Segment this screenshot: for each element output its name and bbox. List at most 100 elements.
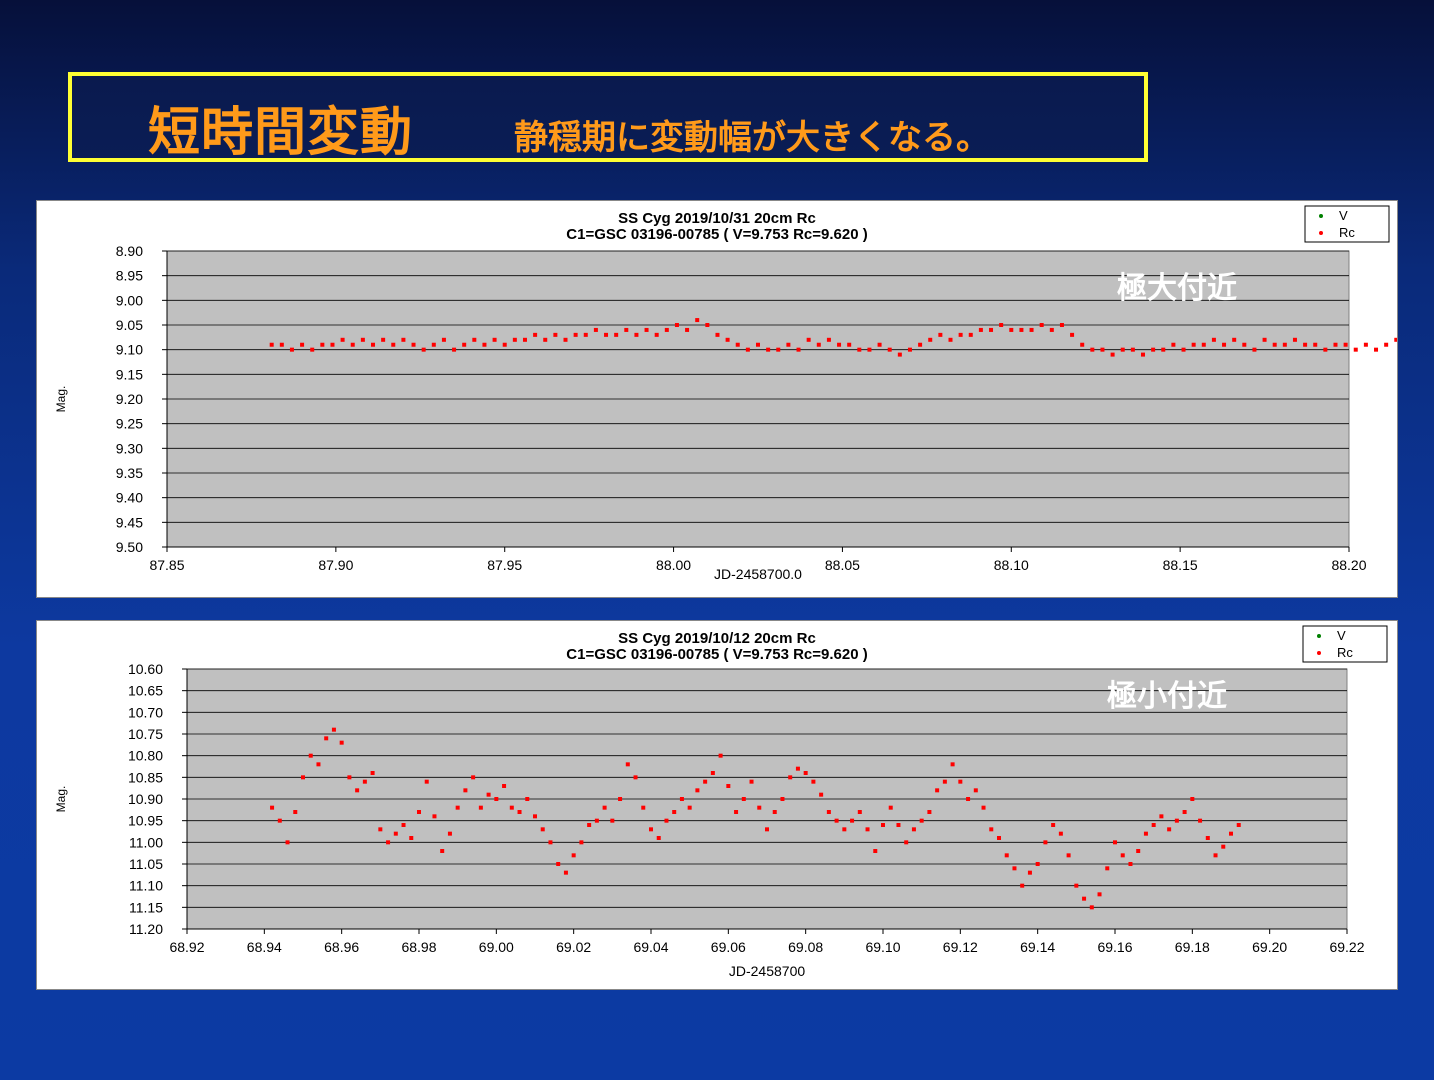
data-point-rc — [424, 779, 429, 784]
data-point-rc — [1140, 352, 1145, 357]
legend-label-v: V — [1337, 628, 1346, 643]
data-point-rc — [502, 342, 507, 347]
data-point-rc — [633, 775, 638, 780]
y-axis-label: Mag. — [54, 786, 68, 813]
data-point-rc — [618, 797, 623, 801]
data-point-rc — [316, 762, 321, 767]
data-point-rc — [1181, 347, 1186, 352]
data-point-rc — [634, 332, 639, 337]
data-point-rc — [452, 347, 457, 352]
data-point-rc — [610, 818, 615, 823]
data-point-rc — [340, 337, 345, 342]
data-point-rc — [1384, 342, 1389, 347]
data-point-rc — [907, 347, 912, 352]
data-point-rc — [867, 347, 872, 352]
chart-annotation: 極小付近 — [1107, 679, 1227, 714]
data-point-rc — [1323, 347, 1328, 352]
data-point-rc — [401, 337, 406, 342]
data-point-rc — [819, 792, 824, 797]
data-point-rc — [300, 342, 305, 347]
data-point-rc — [888, 805, 893, 810]
chart-subtitle: C1=GSC 03196-00785 ( V=9.753 Rc=9.620 ) — [566, 646, 867, 663]
data-point-rc — [981, 805, 986, 810]
data-point-rc — [269, 342, 274, 347]
data-point-rc — [725, 337, 730, 342]
y-tick-label: 10.60 — [128, 661, 163, 677]
data-point-rc — [1333, 342, 1338, 347]
x-tick-label: 68.96 — [324, 939, 359, 955]
data-point-rc — [687, 805, 692, 810]
data-point-rc — [649, 827, 653, 832]
chart-legend: V Rc — [1304, 205, 1390, 243]
data-point-rc — [455, 805, 460, 810]
data-point-rc — [386, 840, 391, 845]
data-point-rc — [378, 827, 383, 832]
data-point-rc — [816, 342, 821, 347]
x-axis-label: JD-2458700.0 — [714, 566, 802, 582]
data-point-rc — [935, 788, 940, 793]
data-point-rc — [440, 849, 445, 853]
data-point-rc — [948, 337, 953, 342]
y-tick-label: 11.00 — [129, 834, 163, 850]
data-point-rc — [270, 805, 275, 810]
data-point-rc — [795, 766, 800, 771]
data-point-rc — [517, 810, 522, 814]
data-point-rc — [1066, 853, 1071, 858]
y-tick-label: 9.05 — [116, 317, 143, 333]
data-point-rc — [1136, 849, 1141, 853]
data-point-rc — [1213, 853, 1218, 858]
data-point-rc — [1082, 896, 1087, 901]
data-point-rc — [1009, 327, 1014, 332]
data-point-rc — [826, 810, 831, 814]
data-point-rc — [904, 840, 909, 845]
data-point-rc — [772, 810, 777, 814]
data-point-rc — [285, 840, 290, 845]
y-tick-label: 9.10 — [116, 342, 143, 358]
data-point-rc — [999, 323, 1004, 327]
data-point-rc — [1090, 347, 1095, 352]
data-point-rc — [896, 823, 901, 827]
data-point-rc — [749, 779, 754, 784]
data-point-rc — [1058, 831, 1063, 836]
data-point-rc — [391, 342, 396, 347]
data-point-rc — [324, 736, 329, 741]
data-point-rc — [1190, 797, 1195, 801]
data-point-rc — [1211, 337, 1216, 342]
data-point-rc — [624, 327, 629, 332]
data-point-rc — [788, 775, 793, 780]
data-point-rc — [1151, 823, 1156, 827]
legend-marker-rc — [1319, 231, 1323, 235]
data-point-rc — [1191, 342, 1196, 347]
data-point-rc — [857, 347, 862, 352]
data-point-rc — [847, 342, 852, 347]
data-point-rc — [695, 318, 700, 323]
data-point-rc — [1113, 840, 1117, 845]
y-tick-label: 10.75 — [128, 726, 163, 742]
x-tick-label: 69.00 — [479, 939, 514, 955]
y-tick-label: 11.15 — [129, 899, 163, 915]
data-point-rc — [289, 347, 294, 352]
data-point-rc — [417, 810, 421, 814]
data-point-rc — [1182, 810, 1187, 814]
data-point-rc — [1198, 818, 1203, 823]
x-tick-label: 87.95 — [487, 557, 522, 573]
y-tick-label: 10.85 — [128, 769, 163, 785]
x-tick-label: 69.18 — [1175, 939, 1210, 955]
data-point-rc — [726, 784, 731, 788]
x-tick-label: 88.20 — [1331, 557, 1366, 573]
data-point-rc — [989, 827, 994, 832]
data-point-rc — [1020, 883, 1025, 888]
title-box: 短時間変動 静穏期に変動幅が大きくなる。 — [68, 72, 1148, 163]
data-point-rc — [1252, 347, 1257, 352]
chart-annotation: 極大付近 — [1117, 271, 1237, 306]
data-point-rc — [1105, 866, 1110, 871]
data-point-rc — [1049, 327, 1054, 332]
data-point-rc — [718, 753, 723, 758]
data-point-rc — [1035, 862, 1040, 866]
data-point-rc — [360, 337, 365, 342]
data-point-rc — [806, 337, 811, 342]
data-point-rc — [938, 332, 943, 337]
y-tick-label: 10.65 — [128, 683, 163, 699]
data-point-rc — [664, 327, 669, 332]
